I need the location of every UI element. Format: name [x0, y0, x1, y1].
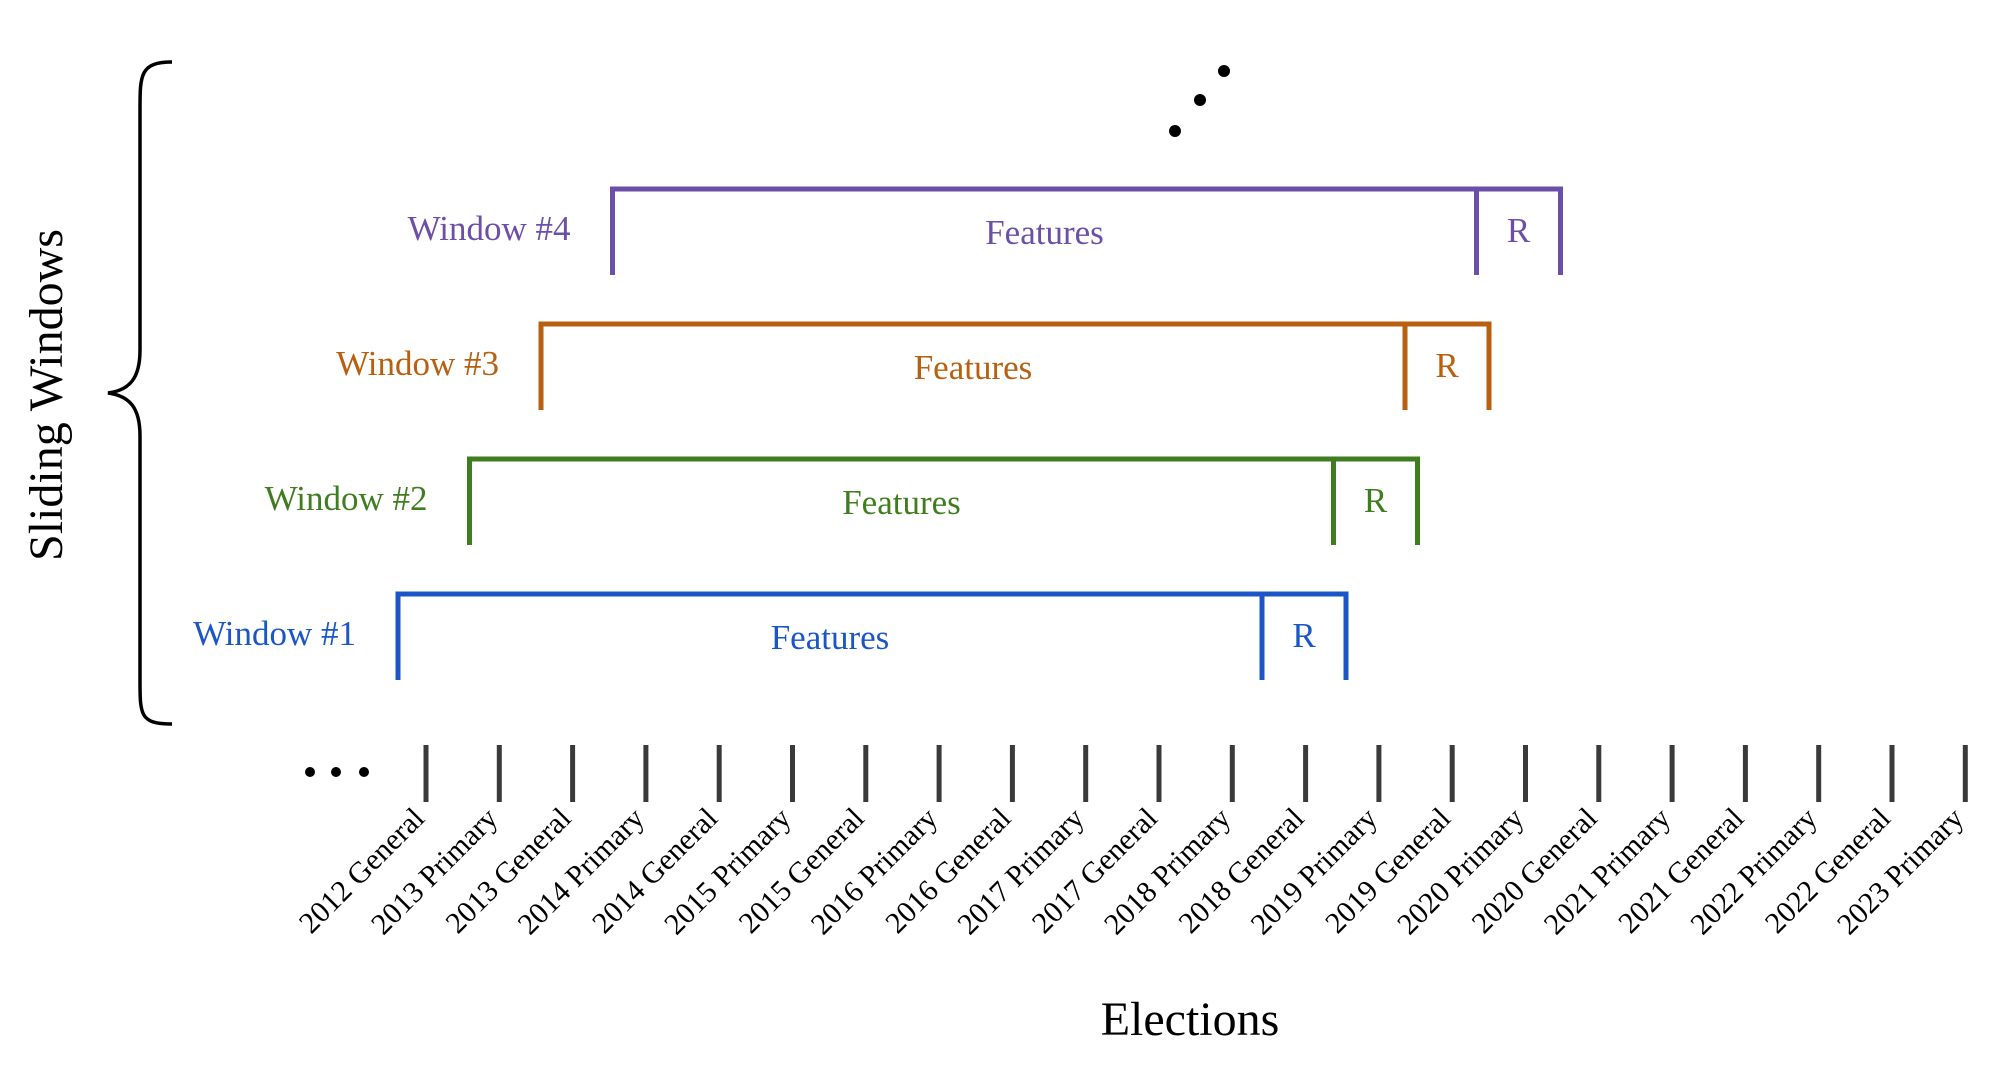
- window-4: Window #4 Features R: [408, 186, 1563, 275]
- continuation-dots-left: [305, 767, 369, 777]
- y-axis-label: Sliding Windows: [20, 229, 73, 561]
- continuation-dot: [1218, 65, 1230, 77]
- curly-brace: [107, 60, 173, 726]
- election-tick-label: 2012 General: [293, 802, 431, 940]
- continuation-dot: [359, 767, 369, 777]
- x-axis-label: Elections: [1101, 993, 1280, 1046]
- continuation-dots-up: [1169, 65, 1230, 137]
- window-1: Window #1 Features R: [193, 591, 1349, 680]
- features-label: Features: [985, 213, 1104, 252]
- window-bracket: [395, 591, 1349, 680]
- window-2: Window #2 Features R: [265, 456, 1420, 545]
- response-label: R: [1364, 481, 1388, 520]
- features-label: Features: [842, 483, 961, 522]
- response-label: R: [1435, 346, 1459, 385]
- response-label: R: [1507, 211, 1531, 250]
- response-label: R: [1292, 616, 1316, 655]
- window-bracket: [610, 186, 1563, 275]
- continuation-dot: [331, 767, 341, 777]
- window-bracket: [467, 456, 1420, 545]
- window-label: Window #3: [336, 344, 499, 383]
- window-3: Window #3 Features R: [336, 321, 1492, 410]
- window-label: Window #2: [265, 479, 428, 518]
- continuation-dot: [1194, 94, 1206, 106]
- window-bracket: [538, 321, 1492, 410]
- features-label: Features: [914, 348, 1033, 387]
- continuation-dot: [1169, 125, 1181, 137]
- continuation-dot: [305, 767, 315, 777]
- window-label: Window #4: [408, 209, 571, 248]
- features-label: Features: [771, 618, 890, 657]
- window-label: Window #1: [193, 614, 356, 653]
